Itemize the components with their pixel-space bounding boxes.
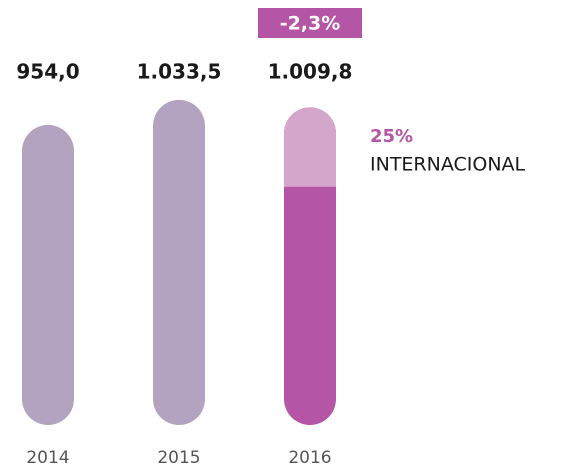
- share-label: 25%: [370, 126, 413, 147]
- badge-label: -2,3%: [280, 13, 341, 35]
- x-tick-label: 2015: [157, 448, 200, 468]
- x-tick-label: 2016: [288, 448, 331, 468]
- bar-segment: [284, 107, 336, 187]
- share-name: INTERNACIONAL: [370, 154, 526, 176]
- bar: [153, 99, 205, 426]
- value-label: 1.009,8: [268, 60, 353, 84]
- value-label: 1.033,5: [137, 60, 222, 84]
- x-tick-label: 2014: [26, 448, 69, 468]
- badge: [258, 8, 362, 38]
- bar: [22, 124, 74, 425]
- value-label: 954,0: [16, 60, 79, 84]
